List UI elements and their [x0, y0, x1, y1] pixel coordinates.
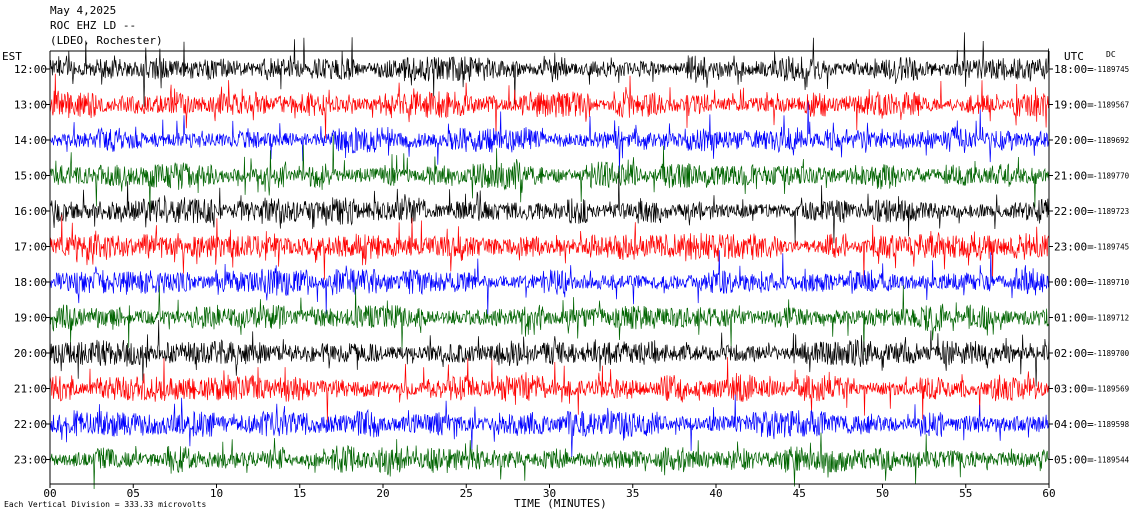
x-tick-label-4: 20 [376, 487, 389, 500]
x-tick-label-1: 05 [127, 487, 140, 500]
utc-label-6: 00:00= [1054, 276, 1094, 289]
x-tick-label-9: 45 [793, 487, 806, 500]
est-label-10: 22:00 [14, 418, 47, 431]
trace-10 [49, 394, 1050, 458]
network-label: (LDEO, Rochester) [50, 34, 163, 47]
dc-value-0: -1189745 [1093, 65, 1129, 74]
x-axis-title: TIME (MINUTES) [514, 497, 607, 510]
est-zone-label: EST [2, 50, 22, 63]
est-label-1: 13:00 [14, 99, 47, 112]
est-label-3: 15:00 [14, 170, 47, 183]
dc-value-9: -1189569 [1093, 385, 1129, 394]
trace-5 [49, 214, 1050, 283]
x-tick-label-12: 60 [1042, 487, 1055, 500]
trace-11 [49, 432, 1050, 490]
trace-1 [49, 73, 1050, 139]
dc-value-3: -1189770 [1093, 172, 1130, 181]
dc-value-8: -1189700 [1093, 349, 1130, 358]
utc-zone-label: UTC [1064, 50, 1084, 63]
scale-note: Each Vertical Division = 333.33 microvol… [4, 500, 207, 509]
trace-0 [49, 32, 1050, 107]
date-label: May 4,2025 [50, 4, 117, 17]
trace-9 [49, 357, 1050, 423]
est-label-0: 12:00 [14, 63, 47, 76]
dc-value-5: -1189745 [1093, 243, 1129, 252]
utc-label-3: 21:00= [1054, 170, 1094, 183]
x-tick-label-0: 00 [43, 487, 56, 500]
x-tick-label-5: 25 [460, 487, 473, 500]
trace-4 [49, 171, 1050, 244]
trace-7 [49, 285, 1050, 356]
trace-2 [49, 102, 1050, 173]
utc-label-10: 04:00= [1054, 418, 1094, 431]
x-tick-label-10: 50 [876, 487, 889, 500]
est-label-4: 16:00 [14, 205, 47, 218]
dc-value-7: -1189712 [1093, 314, 1129, 323]
dc-value-6: -1189710 [1093, 278, 1130, 287]
dc-value-2: -1189692 [1093, 136, 1129, 145]
utc-label-0: 18:00= [1054, 63, 1094, 76]
station-label: ROC EHZ LD -- [50, 19, 137, 32]
dc-label: DC [1106, 50, 1116, 59]
est-label-6: 18:00 [14, 276, 47, 289]
est-label-9: 21:00 [14, 383, 47, 396]
utc-label-4: 22:00= [1054, 205, 1094, 218]
dc-value-10: -1189598 [1093, 420, 1130, 429]
trace-8 [49, 319, 1050, 387]
trace-3 [49, 134, 1050, 213]
est-label-5: 17:00 [14, 241, 47, 254]
x-tick-label-8: 40 [709, 487, 722, 500]
utc-label-5: 23:00= [1054, 241, 1094, 254]
est-label-8: 20:00 [14, 347, 47, 360]
x-tick-label-2: 10 [210, 487, 223, 500]
x-tick-label-6: 30 [543, 487, 556, 500]
utc-label-2: 20:00= [1054, 134, 1094, 147]
est-label-7: 19:00 [14, 312, 47, 325]
x-tick-label-11: 55 [959, 487, 972, 500]
utc-label-11: 05:00= [1054, 454, 1094, 467]
utc-label-7: 01:00= [1054, 312, 1094, 325]
est-label-11: 23:00 [14, 454, 47, 467]
x-tick-label-3: 15 [293, 487, 306, 500]
x-tick-label-7: 35 [626, 487, 639, 500]
utc-label-1: 19:00= [1054, 99, 1094, 112]
dc-value-1: -1189567 [1093, 101, 1129, 110]
est-label-2: 14:00 [14, 134, 47, 147]
trace-6 [49, 250, 1050, 315]
utc-label-9: 03:00= [1054, 383, 1094, 396]
dc-value-11: -1189544 [1093, 456, 1130, 465]
utc-label-8: 02:00= [1054, 347, 1094, 360]
dc-value-4: -1189723 [1093, 207, 1129, 216]
